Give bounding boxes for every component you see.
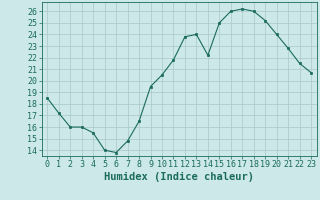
X-axis label: Humidex (Indice chaleur): Humidex (Indice chaleur) bbox=[104, 172, 254, 182]
